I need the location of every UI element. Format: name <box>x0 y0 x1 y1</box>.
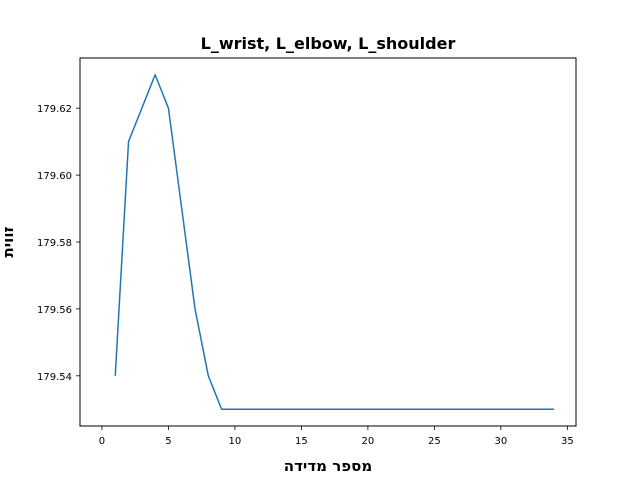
y-tick-label: 179.58 <box>37 238 72 249</box>
series-layer <box>114 73 555 411</box>
series-line <box>114 73 555 411</box>
x-tick-label: 10 <box>229 436 242 447</box>
y-tick-label: 179.60 <box>37 171 72 182</box>
x-tick-label: 30 <box>495 436 508 447</box>
x-tick-label: 5 <box>165 436 171 447</box>
y-axis-ticks: 179.54 179.56 179.58 179.60 179.62 <box>37 104 80 383</box>
plot-frame <box>79 57 577 427</box>
y-tick-label: 179.56 <box>37 305 72 316</box>
x-tick-label: 35 <box>561 436 574 447</box>
x-axis-ticks: 0 5 10 15 20 25 30 35 <box>99 426 574 447</box>
y-tick-label: 179.54 <box>37 372 72 383</box>
x-tick-label: 15 <box>295 436 308 447</box>
x-tick-label: 0 <box>99 436 105 447</box>
x-tick-label: 25 <box>428 436 441 447</box>
x-tick-label: 20 <box>362 436 375 447</box>
y-tick-label: 179.62 <box>37 104 72 115</box>
y-axis-label: זווית <box>0 227 17 258</box>
chart-title: L_wrist, L_elbow, L_shoulder <box>201 34 456 53</box>
x-axis-label: מספר מדידה <box>284 457 372 475</box>
